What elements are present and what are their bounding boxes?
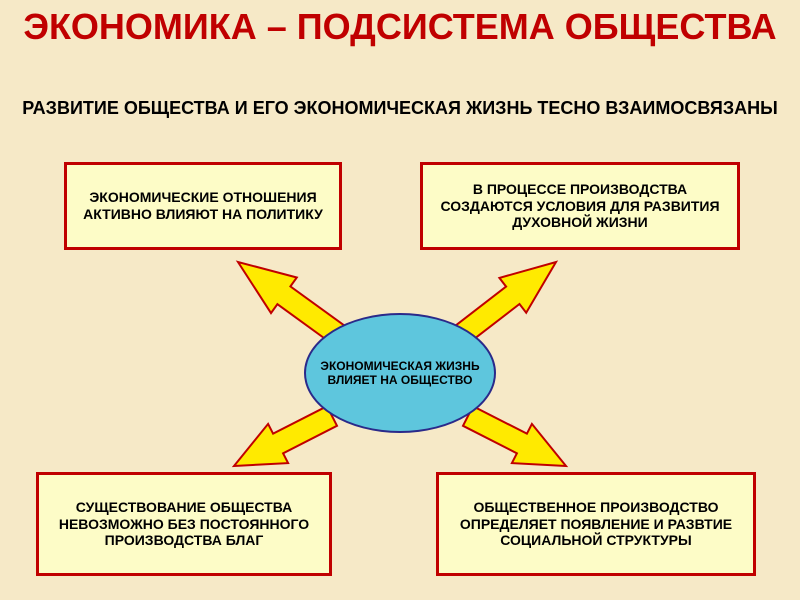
box-bottom-left: СУЩЕСТВОВАНИЕ ОБЩЕСТВА НЕВОЗМОЖНО БЕЗ ПО… — [36, 472, 332, 576]
box-label: ЭКОНОМИЧЕСКИЕ ОТНОШЕНИЯ АКТИВНО ВЛИЯЮТ Н… — [75, 189, 331, 223]
box-top-right: В ПРОЦЕССЕ ПРОИЗВОДСТВА СОЗДАЮТСЯ УСЛОВИ… — [420, 162, 740, 250]
box-label: ОБЩЕСТВЕННОЕ ПРОИЗВОДСТВО ОПРЕДЕЛЯЕТ ПОЯ… — [447, 499, 745, 549]
slide-subtitle: РАЗВИТИЕ ОБЩЕСТВА И ЕГО ЭКОНОМИЧЕСКАЯ ЖИ… — [0, 98, 800, 120]
center-node-label: ЭКОНОМИЧЕСКАЯ ЖИЗНЬ ВЛИЯЕТ НА ОБЩЕСТВО — [320, 359, 479, 388]
box-label: СУЩЕСТВОВАНИЕ ОБЩЕСТВА НЕВОЗМОЖНО БЕЗ ПО… — [47, 499, 321, 549]
arrow-bottom-left — [234, 406, 337, 466]
slide-title: ЭКОНОМИКА – ПОДСИСТЕМА ОБЩЕСТВА — [0, 8, 800, 46]
arrow-bottom-right — [463, 406, 566, 466]
slide: ЭКОНОМИКА – ПОДСИСТЕМА ОБЩЕСТВА РАЗВИТИЕ… — [0, 0, 800, 600]
center-node: ЭКОНОМИЧЕСКАЯ ЖИЗНЬ ВЛИЯЕТ НА ОБЩЕСТВО — [304, 313, 496, 433]
box-top-left: ЭКОНОМИЧЕСКИЕ ОТНОШЕНИЯ АКТИВНО ВЛИЯЮТ Н… — [64, 162, 342, 250]
box-label: В ПРОЦЕССЕ ПРОИЗВОДСТВА СОЗДАЮТСЯ УСЛОВИ… — [431, 181, 729, 231]
box-bottom-right: ОБЩЕСТВЕННОЕ ПРОИЗВОДСТВО ОПРЕДЕЛЯЕТ ПОЯ… — [436, 472, 756, 576]
